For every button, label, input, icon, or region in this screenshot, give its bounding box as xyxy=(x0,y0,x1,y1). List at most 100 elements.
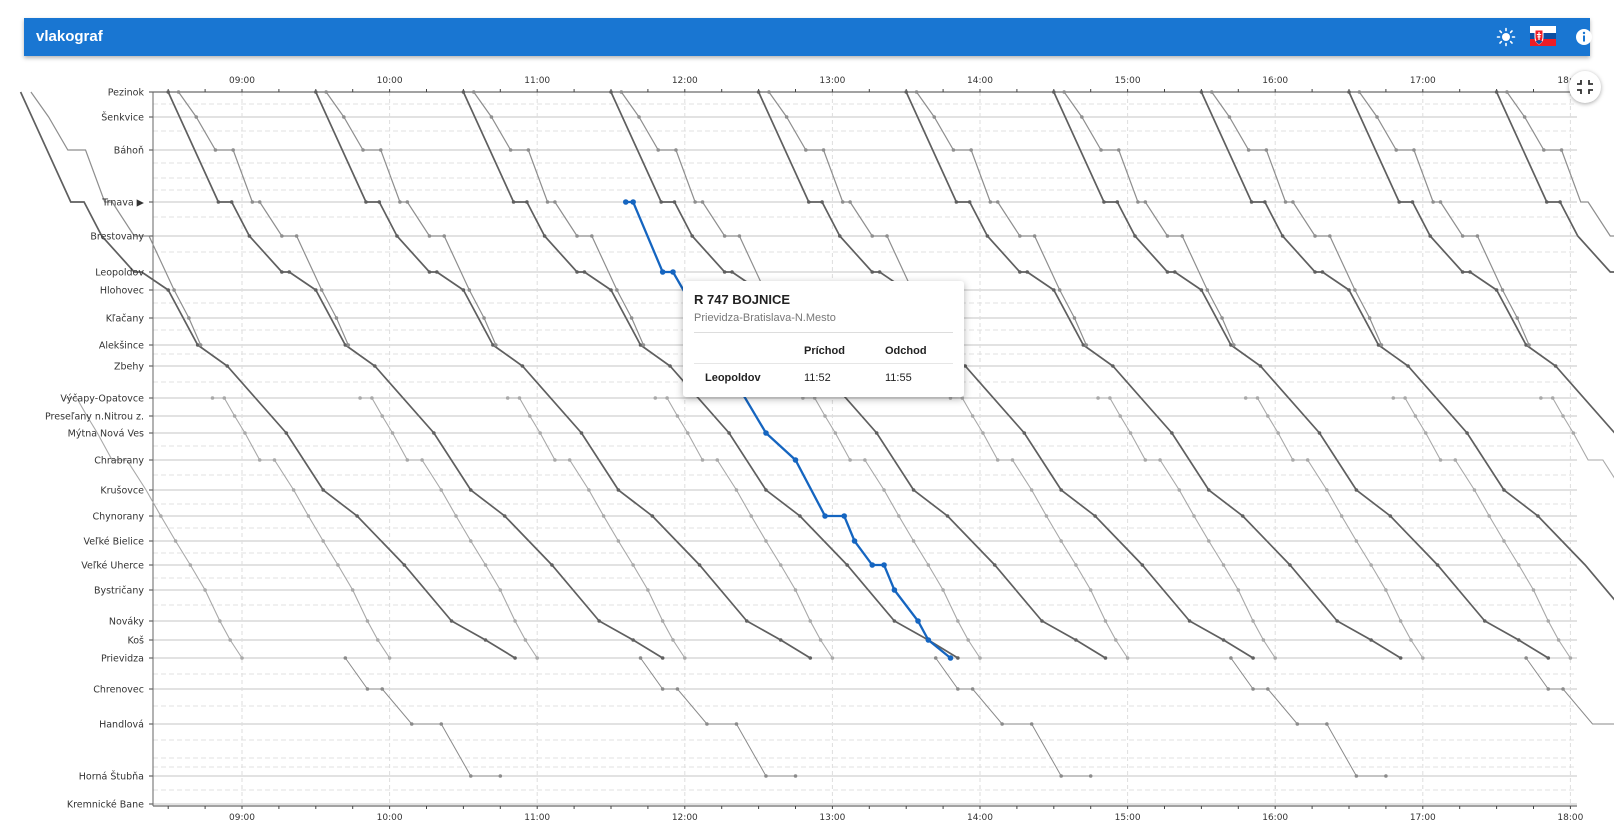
station-label[interactable]: Výčapy-Opatovce xyxy=(60,394,144,405)
train-line[interactable] xyxy=(1393,397,1571,659)
train-stop-dot xyxy=(1236,588,1241,592)
train-stop-dot xyxy=(358,396,362,400)
train-stop-dot xyxy=(1059,539,1063,543)
station-label[interactable]: Chynorany xyxy=(93,512,145,523)
train-line[interactable] xyxy=(178,91,349,346)
station-label[interactable]: Hlohovec xyxy=(100,286,144,297)
train-line[interactable] xyxy=(1495,91,1614,658)
train-stop-dot xyxy=(616,488,621,492)
station-label[interactable]: Chrenovec xyxy=(93,685,144,696)
train-line[interactable] xyxy=(1245,397,1424,659)
train-stop-dot xyxy=(1180,234,1185,238)
station-label[interactable]: Veľké Bielice xyxy=(83,537,144,548)
train-line[interactable] xyxy=(30,91,202,346)
station-label[interactable]: Pezinok xyxy=(108,88,145,99)
language-flag-sk-icon[interactable] xyxy=(1530,26,1556,46)
train-line[interactable] xyxy=(1358,91,1530,346)
train-stop-dot xyxy=(513,656,517,660)
train-stop-dot xyxy=(870,270,875,274)
train-stop-dot xyxy=(764,539,768,543)
train-stop-dot xyxy=(641,343,646,347)
train-line[interactable] xyxy=(19,91,516,659)
train-line[interactable] xyxy=(655,397,833,659)
train-stop-dot xyxy=(188,563,193,567)
train-line[interactable] xyxy=(1098,397,1276,659)
fullscreen-exit-button[interactable] xyxy=(1569,71,1601,103)
time-labels: 09:00 09:00 10:00 10:00 11:00 11:00 12:00 12:00… xyxy=(229,76,1584,823)
train-line[interactable] xyxy=(1211,91,1383,346)
train-stop-dot xyxy=(203,588,207,592)
train-stop-dot xyxy=(378,148,383,152)
train-line[interactable] xyxy=(1540,397,1614,658)
station-label[interactable]: Preseľany n.Nitrou z. xyxy=(45,412,144,423)
train-stop-dot xyxy=(1029,488,1034,492)
station-label[interactable]: Handlová xyxy=(99,720,144,731)
train-line[interactable] xyxy=(1348,91,1614,658)
train-stop-dot xyxy=(793,588,798,592)
train-stop-dot xyxy=(812,396,817,400)
train-stop-dot xyxy=(616,539,621,543)
train-stop-dot xyxy=(483,638,488,642)
train-stop-dot xyxy=(232,414,237,418)
station-label[interactable]: Brestovany xyxy=(90,232,144,243)
train-line[interactable] xyxy=(1063,91,1235,346)
train-line[interactable] xyxy=(167,91,664,659)
train-stop-dot xyxy=(216,200,221,204)
train-line[interactable] xyxy=(1200,91,1614,658)
train-stop-dot xyxy=(1136,200,1140,204)
train-line[interactable] xyxy=(473,91,645,346)
station-label[interactable]: Trnava ▶ xyxy=(101,198,144,209)
train-stop-dot xyxy=(1379,343,1384,347)
train-stop-dot xyxy=(869,562,876,568)
station-label[interactable]: Koš xyxy=(127,636,144,647)
train-stop-dot xyxy=(1221,638,1226,642)
train-stop-dot xyxy=(575,234,579,238)
train-stop-dot xyxy=(1255,396,1260,400)
station-label[interactable]: Horná Štubňa xyxy=(79,771,144,783)
station-label[interactable]: Báhoň xyxy=(114,146,144,157)
station-label[interactable]: Kľačany xyxy=(106,314,145,325)
train-stop-dot xyxy=(670,269,676,275)
station-label[interactable]: Chrabrany xyxy=(94,456,144,467)
train-line[interactable] xyxy=(462,91,959,659)
train-stop-dot xyxy=(697,563,702,567)
info-icon[interactable] xyxy=(1574,27,1594,47)
train-line[interactable] xyxy=(507,397,686,659)
train-line[interactable] xyxy=(212,397,391,659)
station-label[interactable]: Mýtna Nová Ves xyxy=(68,429,144,440)
station-label[interactable]: Bystričany xyxy=(94,586,144,597)
station-label[interactable]: Kremnické Bane xyxy=(67,800,144,811)
station-label[interactable]: Leopoldov xyxy=(95,268,144,279)
station-label[interactable]: Zbehy xyxy=(114,362,144,373)
station-label[interactable]: Prievidza xyxy=(101,654,144,665)
station-label[interactable]: Nováky xyxy=(109,617,145,628)
train-line[interactable] xyxy=(905,91,1402,659)
train-line[interactable] xyxy=(802,397,981,659)
stop-arrival: 11:52 xyxy=(804,372,831,384)
time-label-bottom: 14:00 xyxy=(967,813,993,823)
train-stop-dot xyxy=(841,513,848,519)
station-label[interactable]: Šenkvice xyxy=(101,112,144,124)
train-stop-dot xyxy=(1542,148,1546,152)
train-line[interactable] xyxy=(325,91,497,346)
train-line[interactable] xyxy=(315,91,811,659)
train-stop-dot xyxy=(1025,270,1030,274)
time-label-bottom: 09:00 xyxy=(229,813,255,823)
station-label[interactable]: Alekšince xyxy=(99,341,144,352)
theme-toggle-icon[interactable] xyxy=(1496,27,1516,47)
train-stop-dot xyxy=(1206,488,1211,492)
train-stop-dot xyxy=(1453,458,1458,462)
train-stop-dot xyxy=(373,364,377,368)
train-stop-dot xyxy=(619,90,624,94)
train-stop-dot xyxy=(683,656,687,660)
train-line[interactable] xyxy=(1506,91,1614,345)
train-stop-dot xyxy=(525,200,529,204)
train-line[interactable] xyxy=(950,397,1129,659)
station-label[interactable]: Krušovce xyxy=(100,486,144,497)
train-line[interactable] xyxy=(64,397,243,659)
train-stop-dot xyxy=(370,396,374,400)
train-line[interactable] xyxy=(1053,91,1549,659)
train-line[interactable] xyxy=(360,397,538,659)
station-label[interactable]: Veľké Uherce xyxy=(81,561,144,572)
